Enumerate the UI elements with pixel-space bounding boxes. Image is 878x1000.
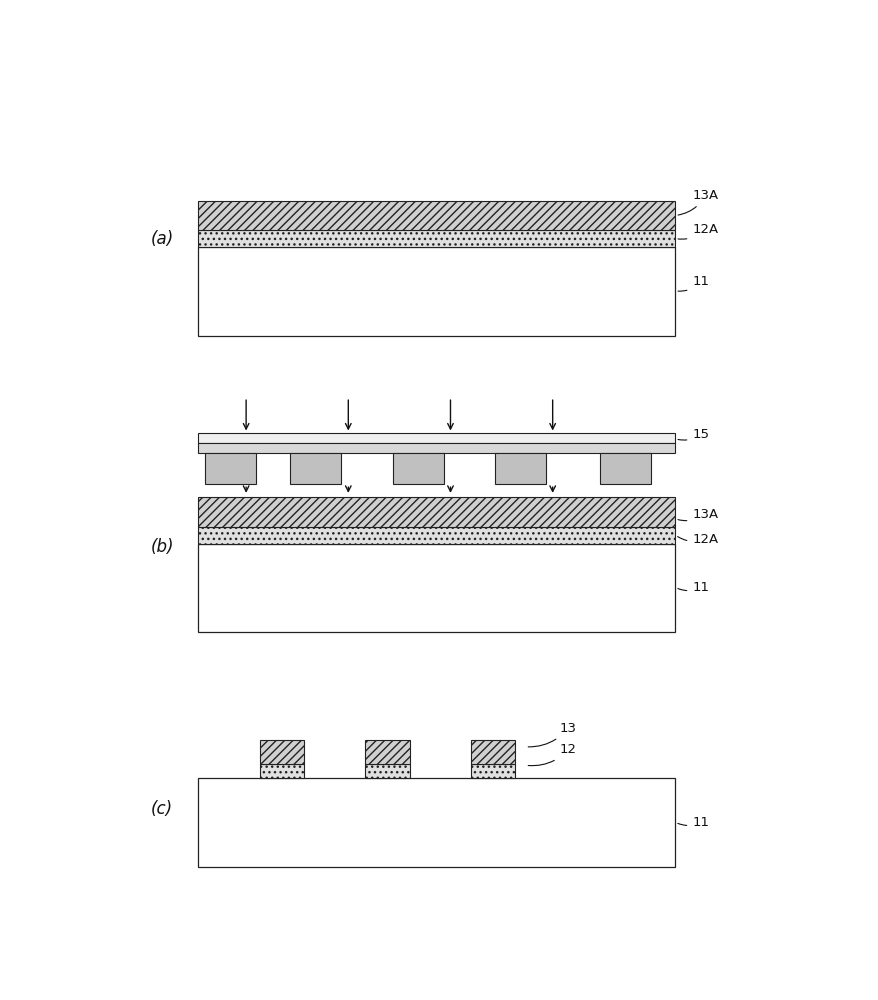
Text: 11: 11 xyxy=(677,275,709,291)
Bar xyxy=(198,230,674,247)
Bar xyxy=(290,453,341,484)
Bar xyxy=(260,764,304,778)
Bar xyxy=(198,778,674,867)
Bar xyxy=(260,740,304,764)
Text: 13A: 13A xyxy=(677,189,717,215)
Text: (b): (b) xyxy=(151,538,174,556)
Bar xyxy=(198,201,674,230)
Text: 12A: 12A xyxy=(677,223,717,239)
Text: 12: 12 xyxy=(528,743,576,766)
Bar xyxy=(471,764,515,778)
Bar xyxy=(365,740,409,764)
Bar xyxy=(198,443,674,453)
Text: 11: 11 xyxy=(677,816,709,829)
Bar xyxy=(198,544,674,632)
Bar xyxy=(198,527,674,544)
Bar xyxy=(198,497,674,527)
Text: 13A: 13A xyxy=(677,508,717,521)
Bar xyxy=(198,247,674,336)
Text: (c): (c) xyxy=(151,800,173,818)
Bar xyxy=(600,453,651,484)
Text: 11: 11 xyxy=(677,581,709,594)
Bar xyxy=(205,453,256,484)
Bar xyxy=(471,740,515,764)
Bar xyxy=(365,764,409,778)
Text: 12A: 12A xyxy=(677,533,717,546)
Bar xyxy=(494,453,545,484)
Text: 13: 13 xyxy=(528,722,576,747)
Bar xyxy=(198,433,674,443)
Bar xyxy=(392,453,443,484)
Text: (a): (a) xyxy=(151,230,174,248)
Text: 15: 15 xyxy=(677,428,709,441)
